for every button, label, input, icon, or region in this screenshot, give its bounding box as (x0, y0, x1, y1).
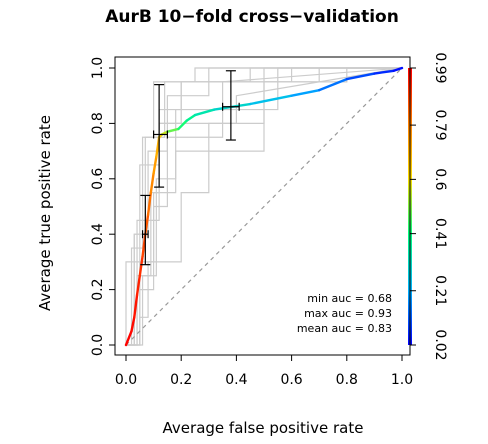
average-curve-segment (373, 69, 395, 75)
average-curve-segment (248, 94, 293, 106)
x-tick-label: 0.2 (170, 372, 192, 388)
average-curve-segment (166, 127, 180, 133)
colorbar-tick-label: 0.02 (432, 329, 448, 360)
y-tick-label: 0.8 (90, 112, 106, 134)
x-axis: 0.0 0.2 0.4 0.6 0.8 1.0 (115, 354, 413, 388)
x-tick-label: 0.4 (225, 372, 247, 388)
x-tick-label: 1.0 (391, 372, 413, 388)
auc-annotation: mean auc = 0.83 (297, 322, 392, 335)
x-axis-label: Average false positive rate (163, 419, 364, 437)
x-tick-label: 0.8 (336, 372, 358, 388)
average-curve-segment (185, 113, 197, 122)
auc-annotation: max auc = 0.93 (304, 307, 392, 320)
error-bar-2 (153, 84, 168, 188)
fold-curve-9 (126, 67, 402, 346)
error-bar-1 (140, 194, 151, 266)
average-curve-segment (193, 108, 216, 117)
y-tick-label: 0.6 (90, 168, 106, 190)
chart-title: AurB 10−fold cross−validation (105, 7, 399, 27)
average-curve-segment (149, 172, 155, 194)
x-tick-label: 0.0 (115, 372, 137, 388)
auc-legend: min auc = 0.68 max auc = 0.93 mean auc = 0… (297, 292, 392, 335)
auc-annotation: min auc = 0.68 (307, 292, 392, 305)
colorbar-tick-label: 0.6 (432, 168, 448, 190)
error-bars (140, 70, 240, 266)
y-tick-label: 1.0 (90, 57, 106, 79)
average-curve-segment (135, 274, 142, 297)
x-tick-label: 0.6 (280, 372, 302, 388)
average-curve-segment (345, 72, 376, 81)
y-axis-label: Average true positive rate (36, 115, 54, 311)
average-curve-segment (138, 255, 144, 277)
y-tick-label: 0.4 (90, 223, 106, 245)
average-curve-segment (146, 191, 153, 217)
colorbar-tick-label: 0.99 (432, 52, 448, 83)
y-tick-label: 0.0 (90, 334, 106, 356)
average-curve-segment (318, 77, 348, 92)
average-curve-segment (392, 66, 404, 72)
average-curve-segment (124, 329, 133, 347)
colorbar-tick-label: 0.21 (432, 275, 448, 306)
diagonal-reference-line (125, 67, 403, 346)
colorbar: 0.02 0.21 0.41 0.6 0.79 0.99 (408, 52, 448, 361)
fold-curve-8 (126, 67, 402, 346)
average-curve-segment (133, 293, 139, 319)
average-curve-segment (152, 155, 158, 175)
y-tick-label: 0.2 (90, 278, 106, 300)
average-curve-segment (130, 316, 136, 333)
error-bar-3 (222, 70, 240, 141)
colorbar-tick-label: 0.41 (432, 218, 448, 249)
average-curve-segment (290, 88, 321, 97)
colorbar-tick-label: 0.79 (432, 110, 448, 141)
average-curve-segment (177, 119, 188, 131)
y-axis: 0.0 0.2 0.4 0.6 0.8 1.0 (90, 57, 116, 356)
